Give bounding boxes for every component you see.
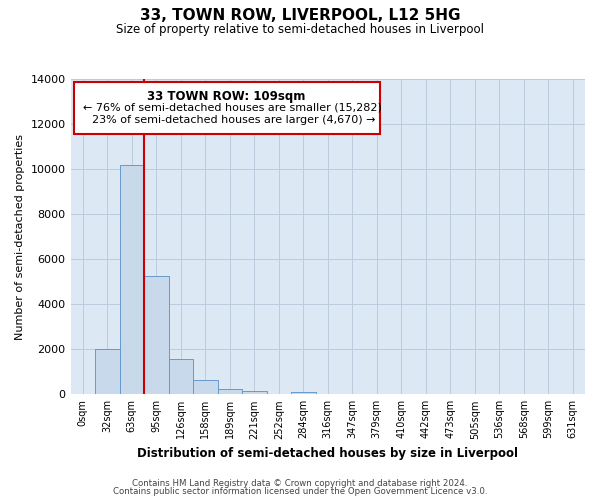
Bar: [291, 392, 316, 394]
Text: 33, TOWN ROW, LIVERPOOL, L12 5HG: 33, TOWN ROW, LIVERPOOL, L12 5HG: [140, 8, 460, 22]
Bar: [193, 380, 218, 394]
Y-axis label: Number of semi-detached properties: Number of semi-detached properties: [15, 134, 25, 340]
Bar: [119, 164, 144, 394]
Text: 33 TOWN ROW: 109sqm: 33 TOWN ROW: 109sqm: [148, 90, 306, 103]
Bar: [169, 358, 193, 394]
Text: 23% of semi-detached houses are larger (4,670) →: 23% of semi-detached houses are larger (…: [92, 115, 375, 125]
Text: Contains public sector information licensed under the Open Government Licence v3: Contains public sector information licen…: [113, 487, 487, 496]
X-axis label: Distribution of semi-detached houses by size in Liverpool: Distribution of semi-detached houses by …: [137, 447, 518, 460]
Text: Contains HM Land Registry data © Crown copyright and database right 2024.: Contains HM Land Registry data © Crown c…: [132, 478, 468, 488]
Bar: [242, 390, 266, 394]
Text: Size of property relative to semi-detached houses in Liverpool: Size of property relative to semi-detach…: [116, 22, 484, 36]
Bar: [144, 276, 169, 394]
Bar: [95, 350, 119, 395]
Text: ← 76% of semi-detached houses are smaller (15,282): ← 76% of semi-detached houses are smalle…: [83, 102, 382, 113]
Bar: [218, 389, 242, 394]
